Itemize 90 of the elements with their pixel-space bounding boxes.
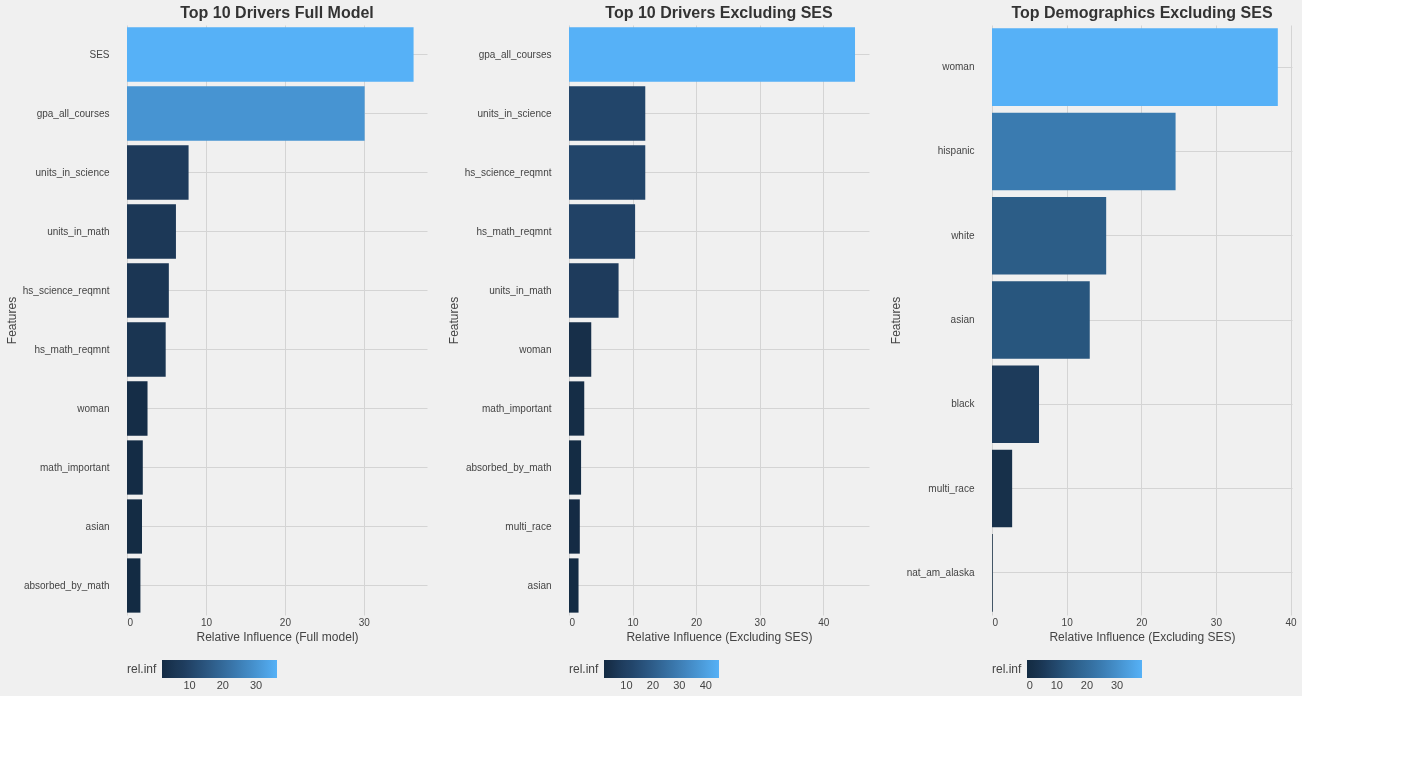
bar bbox=[992, 196, 1107, 275]
bar bbox=[127, 440, 143, 495]
bar bbox=[992, 28, 1278, 106]
color-bar-label: 20 bbox=[1080, 679, 1094, 691]
x-tick-label: 30 bbox=[1210, 616, 1223, 628]
x-axis-title: Relative Influence (Excluding SES) bbox=[1049, 629, 1236, 644]
bar bbox=[992, 281, 1090, 359]
y-tick-label: gpa_all_courses bbox=[478, 48, 552, 60]
legend-title: rel.inf bbox=[992, 662, 1023, 676]
y-tick-label: absorbed_by_math bbox=[465, 461, 552, 473]
chart-title: Top 10 Drivers Full Model bbox=[180, 4, 374, 21]
y-tick-label: woman bbox=[518, 343, 552, 355]
y-axis-title: Features bbox=[4, 296, 19, 345]
bar bbox=[569, 381, 585, 436]
x-axis-title: Relative Influence (Excluding SES) bbox=[626, 629, 813, 644]
bar bbox=[127, 27, 414, 82]
chart-title: Top Demographics Excluding SES bbox=[1011, 4, 1273, 21]
y-tick-label: black bbox=[951, 398, 976, 410]
y-tick-label: multi_race bbox=[928, 482, 975, 494]
x-tick-label: 20 bbox=[279, 616, 292, 628]
color-bar-label: 10 bbox=[620, 679, 633, 691]
chart-title: Top 10 Drivers Excluding SES bbox=[605, 4, 833, 21]
x-tick-label: 10 bbox=[627, 616, 640, 628]
x-tick-label: 0 bbox=[992, 616, 999, 628]
y-tick-label: woman bbox=[941, 61, 975, 73]
y-tick-label: asian bbox=[527, 579, 552, 591]
y-tick-label: SES bbox=[89, 48, 110, 60]
y-tick-label: white bbox=[950, 229, 975, 241]
color-bar-label: 40 bbox=[699, 679, 712, 691]
y-tick-label: nat_am_alaska bbox=[906, 566, 975, 578]
y-tick-label: asian bbox=[85, 520, 110, 532]
y-tick-label: units_in_math bbox=[47, 225, 110, 237]
y-tick-label: absorbed_by_math bbox=[23, 579, 110, 591]
y-tick-label: hs_math_reqmnt bbox=[476, 225, 552, 237]
y-tick-label: asian bbox=[950, 314, 975, 325]
y-axis-title: Features bbox=[446, 296, 461, 345]
color-bar-label: 20 bbox=[646, 679, 660, 691]
x-tick-label: 30 bbox=[754, 616, 767, 628]
y-tick-label: units_in_science bbox=[35, 166, 110, 178]
y-tick-label: woman bbox=[76, 402, 110, 414]
y-tick-label: hispanic bbox=[937, 145, 975, 157]
y-tick-label: units_in_math bbox=[489, 284, 552, 296]
y-tick-label: units_in_science bbox=[477, 107, 552, 119]
x-tick-label: 40 bbox=[818, 616, 830, 628]
color-bar-label: 30 bbox=[249, 679, 263, 691]
bar bbox=[127, 381, 148, 436]
bar bbox=[127, 558, 141, 613]
y-tick-label: gpa_all_courses bbox=[36, 107, 110, 119]
bar bbox=[992, 365, 1040, 444]
bar bbox=[127, 86, 365, 141]
bar bbox=[569, 499, 580, 554]
y-tick-label: math_important bbox=[482, 402, 552, 414]
x-tick-label: 20 bbox=[691, 616, 703, 628]
y-tick-label: hs_science_reqmnt bbox=[22, 284, 110, 296]
x-axis-title: Relative Influence (Full model) bbox=[196, 629, 359, 644]
bar bbox=[569, 145, 646, 200]
x-tick-label: 0 bbox=[569, 616, 576, 628]
x-tick-label: 20 bbox=[1136, 616, 1148, 628]
y-tick-label: hs_science_reqmnt bbox=[464, 166, 552, 178]
bar bbox=[127, 499, 142, 554]
x-tick-label: 30 bbox=[358, 616, 371, 628]
bar bbox=[569, 27, 856, 82]
color-bar-label: 10 bbox=[183, 679, 196, 691]
y-axis-title: Features bbox=[888, 296, 903, 345]
bar bbox=[127, 145, 189, 200]
color-bar-label: 30 bbox=[1110, 679, 1124, 691]
bar bbox=[569, 558, 579, 613]
color-bar-label: 30 bbox=[673, 679, 686, 691]
legend-title: rel.inf bbox=[569, 662, 600, 676]
bar bbox=[569, 86, 646, 141]
y-tick-label: hs_math_reqmnt bbox=[34, 343, 110, 355]
color-bar-label: 0 bbox=[1026, 679, 1033, 691]
bar bbox=[569, 322, 592, 377]
color-bar-label: 10 bbox=[1050, 679, 1063, 691]
bar bbox=[127, 263, 169, 318]
bar bbox=[127, 322, 166, 377]
bar bbox=[569, 440, 582, 495]
y-tick-label: math_important bbox=[40, 461, 110, 473]
x-tick-label: 10 bbox=[200, 616, 213, 628]
x-tick-label: 40 bbox=[1285, 616, 1298, 628]
x-tick-label: 0 bbox=[127, 616, 134, 628]
color-bar-label: 20 bbox=[216, 679, 229, 691]
bar bbox=[569, 204, 636, 259]
legend-title: rel.inf bbox=[127, 662, 158, 676]
y-tick-label: multi_race bbox=[505, 520, 552, 532]
x-tick-label: 10 bbox=[1061, 616, 1074, 628]
bar bbox=[127, 204, 176, 259]
bar bbox=[992, 112, 1176, 191]
bar bbox=[569, 263, 619, 318]
bar bbox=[992, 449, 1013, 528]
